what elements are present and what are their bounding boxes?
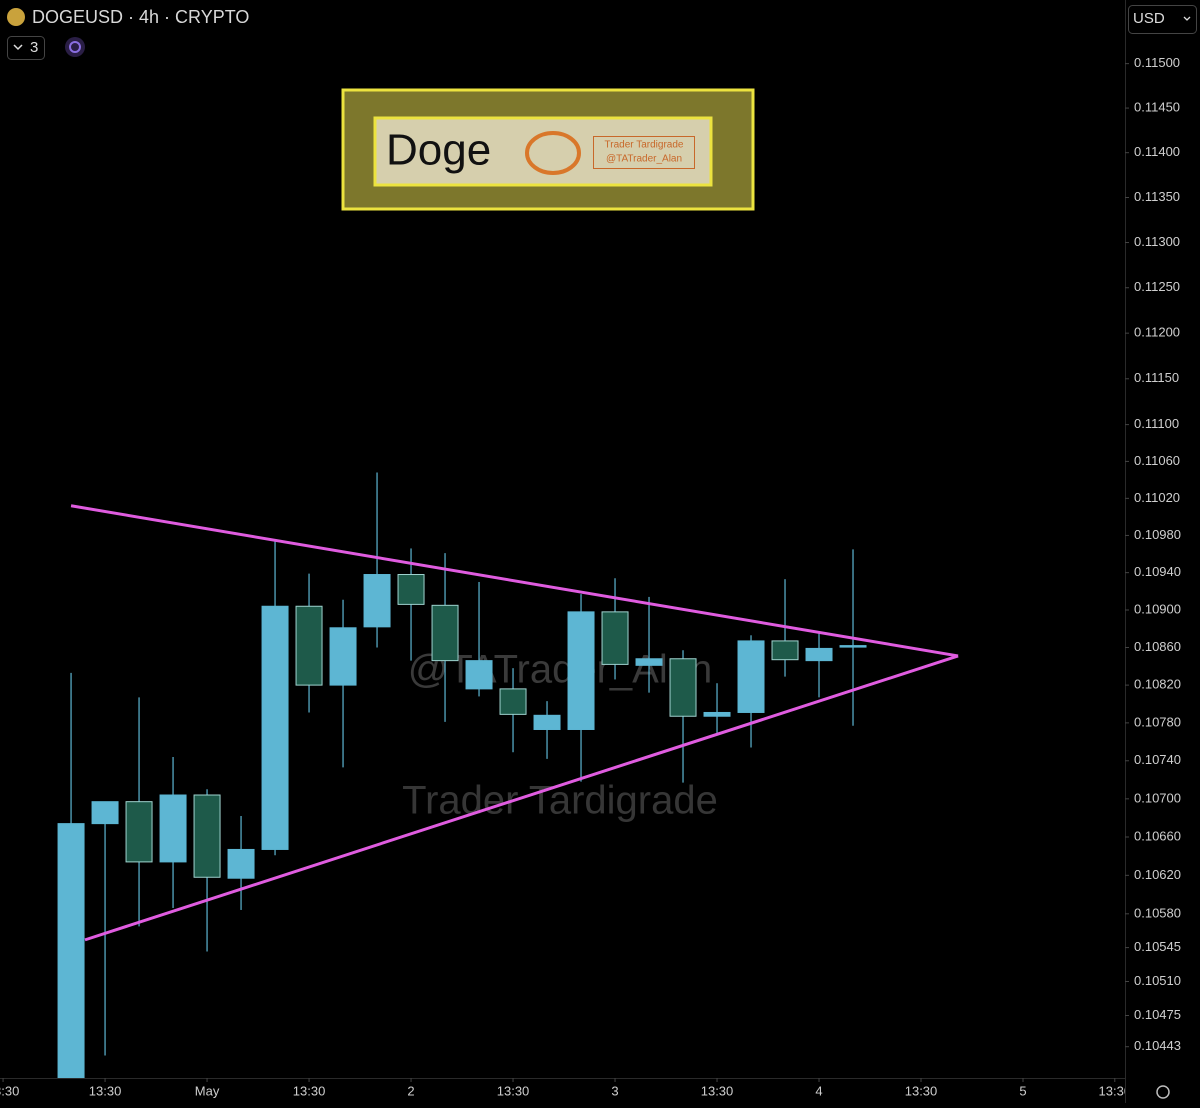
y-tick-label: 0.10475 [1134,1007,1181,1022]
candle-body [193,794,221,878]
logo-title: Doge [386,126,491,175]
coin-icon [7,8,25,26]
y-tick-label: 0.10510 [1134,973,1181,988]
candle-body [295,605,323,686]
y-tick-label: 0.11500 [1134,55,1180,70]
x-tick-label: 3 [611,1083,618,1098]
logo-panel [373,116,713,187]
chevron-icon [13,44,23,51]
x-tick-label: 13:30 [497,1083,530,1098]
candle-body [635,658,663,666]
plot-area: @TATrader_Alan Trader Tardigrade [57,472,959,1078]
y-tick-label: 0.10780 [1134,714,1181,729]
y-tick-label: 0.11300 [1134,234,1180,249]
candle-body [57,823,85,1078]
currency-button[interactable] [1128,5,1197,34]
trendline [84,654,959,942]
y-tick-label: 0.10940 [1134,564,1181,579]
sync-icon [69,41,81,53]
x-tick-label: 13:30 [293,1083,326,1098]
y-tick-label: 0.10740 [1134,752,1181,767]
candle-body [431,604,459,662]
trendline [70,504,959,658]
candle-body [465,660,493,690]
candle-body [567,611,595,730]
x-tick-label: 13:30 [905,1083,938,1098]
chevron-icon [1183,16,1191,21]
x-tick-label: 13:30 [701,1083,734,1098]
candle-body [91,801,119,825]
symbol-title: DOGEUSD · 4h · CRYPTO [32,7,249,27]
y-tick-label: 0.11060 [1134,453,1180,468]
candle-body [261,605,289,850]
candle-body [839,645,867,648]
layout-count: 3 [30,39,38,56]
logo-brand: Trader Tardigrade [605,140,684,151]
tardigrade-icon [525,131,581,175]
candle-body [737,640,765,713]
candle-body [397,574,425,605]
y-tick-label: 0.11350 [1134,189,1180,204]
candle-body [227,848,255,879]
x-tick-label: 13:30 [89,1083,122,1098]
candle-body [363,574,391,628]
settings-button[interactable] [1156,1085,1170,1099]
candle-body [601,611,629,665]
candle-body [805,647,833,662]
logo-badge [593,136,695,169]
y-tick-label: 0.10545 [1134,939,1181,954]
candle-body [499,688,527,715]
candle-body [159,794,187,863]
candle-body [669,658,697,717]
y-tick-label: 0.10660 [1134,828,1181,843]
currency-label: USD [1133,10,1165,27]
candle-body [771,640,799,661]
x-tick-label: 13:30 [1099,1083,1132,1098]
y-tick-label: 0.11200 [1134,325,1180,340]
x-tick-label: 5 [1019,1083,1026,1098]
y-tick-label: 0.10820 [1134,677,1181,692]
y-tick-label: 0.10700 [1134,790,1181,805]
y-tick-label: 0.11250 [1134,279,1180,294]
y-tick-label: 0.10980 [1134,527,1181,542]
sync-button[interactable] [65,37,85,57]
candle-body [533,714,561,730]
logo-handle: @TATrader_Alan [606,154,682,165]
y-tick-label: 0.11150 [1134,370,1179,385]
x-tick-label: 4 [815,1083,822,1098]
y-tick-label: 0.11020 [1134,490,1180,505]
y-tick-label: 0.10900 [1134,601,1181,616]
candle-body [329,627,357,686]
layout-button[interactable] [7,36,45,60]
y-tick-label: 0.10580 [1134,905,1181,920]
y-tick-label: 0.11100 [1134,416,1179,431]
x-tick-label: May [195,1083,220,1098]
time-axis: 13:30 13:30 May 13:30 2 13:30 3 13:30 4 13:30 5 13:… [0,1078,1132,1098]
y-tick-label: 0.11400 [1134,144,1180,159]
y-tick-label: 0.10620 [1134,867,1181,882]
candle-body [125,801,153,863]
y-tick-label: 0.10443 [1134,1038,1181,1053]
candle-body [703,711,731,717]
x-tick-label: 2 [407,1083,414,1098]
x-tick-label: 13:30 [0,1083,19,1098]
y-tick-label: 0.10860 [1134,639,1181,654]
y-tick-label: 0.11450 [1134,100,1180,115]
